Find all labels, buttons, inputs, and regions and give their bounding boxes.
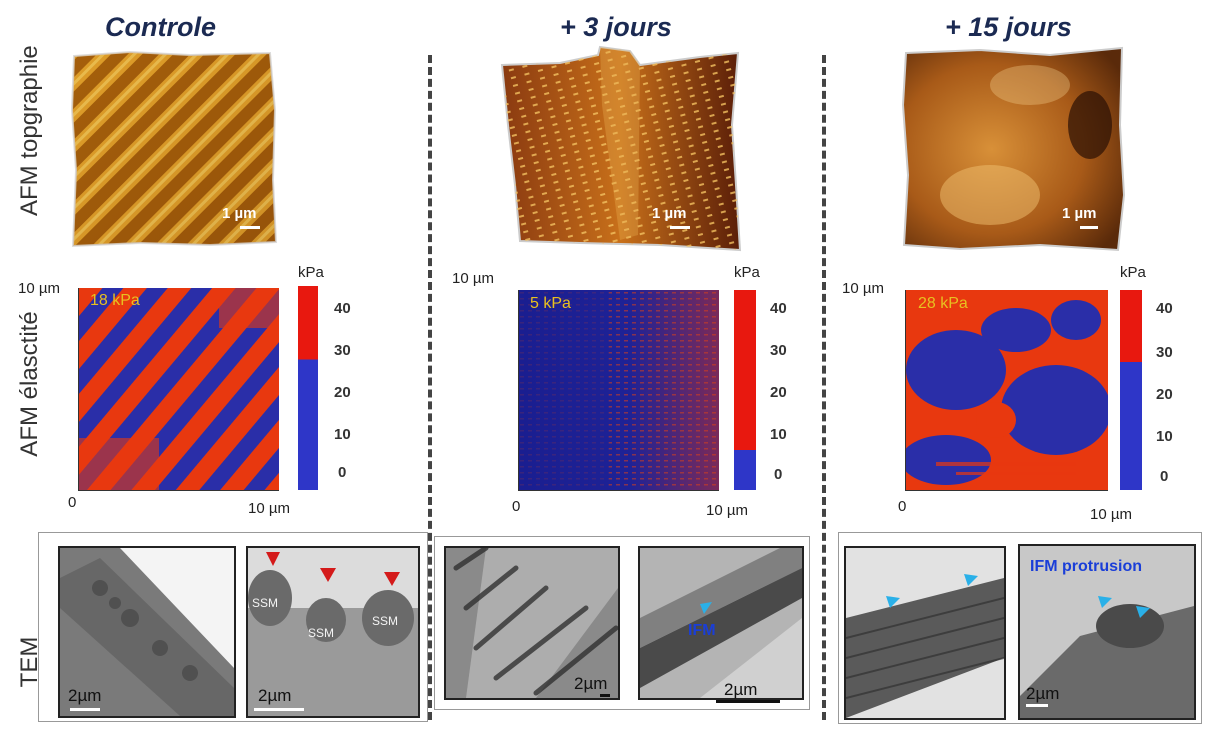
elasticity-axis-right-label: 10 µm bbox=[706, 502, 748, 519]
tem-scale-label: 2µm bbox=[258, 686, 292, 705]
tem-image-controle-ssm bbox=[246, 546, 420, 718]
tem-image-3-jours-ifm bbox=[638, 546, 804, 700]
column-divider bbox=[822, 55, 826, 720]
colorbar-tick: 10 bbox=[1156, 428, 1173, 445]
colorbar-tick: 20 bbox=[1156, 386, 1173, 403]
elasticity-axis-top-label: 10 µm bbox=[842, 280, 884, 297]
colorbar-tick: 30 bbox=[1156, 344, 1173, 361]
topo-scale-label-controle: 1 µm bbox=[222, 205, 257, 222]
tem-scalebar bbox=[1026, 704, 1048, 707]
colorbar-tick: 40 bbox=[770, 300, 787, 317]
colorbar-3-jours bbox=[734, 290, 756, 490]
colorbar-unit: kPa bbox=[1120, 264, 1146, 281]
ssm-label: SSM bbox=[252, 596, 279, 610]
afm-topography-controle bbox=[70, 50, 278, 248]
elasticity-axis-right-label: 10 µm bbox=[248, 500, 290, 517]
elasticity-map-3-jours bbox=[518, 290, 719, 491]
row-label-topography: AFM topgraphie bbox=[16, 45, 43, 216]
colorbar-controle bbox=[298, 286, 318, 490]
colorbar-tick: 0 bbox=[338, 464, 347, 481]
colorbar-unit: kPa bbox=[734, 264, 760, 281]
topo-scalebar bbox=[240, 226, 260, 229]
colorbar-tick: 10 bbox=[334, 426, 351, 443]
tem-scale-label: 2µm bbox=[724, 680, 758, 699]
topo-scale-label-15-jours: 1 µm bbox=[1062, 205, 1097, 222]
ifm-protrusion-label: IFM protrusion bbox=[1030, 558, 1142, 575]
tem-image-controle-overview bbox=[58, 546, 236, 718]
colorbar-tick: 0 bbox=[774, 466, 783, 483]
colorbar-tick: 30 bbox=[334, 342, 351, 359]
colorbar-tick: 40 bbox=[1156, 300, 1173, 317]
column-title-3-jours: + 3 jours bbox=[560, 12, 672, 42]
ssm-label: SSM bbox=[372, 614, 399, 628]
colorbar-tick: 40 bbox=[334, 300, 351, 317]
tem-scale-label: 2µm bbox=[68, 686, 102, 705]
colorbar-15-jours bbox=[1120, 290, 1142, 490]
colorbar-tick: 10 bbox=[770, 426, 787, 443]
colorbar-unit: kPa bbox=[298, 264, 324, 281]
column-divider bbox=[428, 55, 432, 720]
column-title-15-jours: + 15 jours bbox=[945, 12, 1072, 42]
topo-scalebar bbox=[670, 226, 690, 229]
tem-scalebar bbox=[254, 708, 304, 711]
tem-image-15-jours-overview bbox=[844, 546, 1006, 720]
topo-scale-label-3-jours: 1 µm bbox=[652, 205, 687, 222]
elasticity-value-3-jours: 5 kPa bbox=[530, 295, 571, 312]
column-title-controle: Controle bbox=[105, 12, 216, 42]
afm-topography-15-jours bbox=[900, 45, 1128, 255]
tem-image-15-jours-ifm bbox=[1018, 544, 1196, 720]
elasticity-axis-top-label: 10 µm bbox=[452, 270, 494, 287]
elasticity-axis-zero: 0 bbox=[898, 498, 907, 515]
elasticity-map-controle bbox=[78, 288, 279, 491]
tem-scalebar bbox=[716, 700, 780, 703]
elasticity-value-controle: 18 kPa bbox=[90, 292, 140, 309]
tem-scalebar bbox=[70, 708, 100, 711]
ifm-label: IFM bbox=[688, 622, 716, 639]
topo-scalebar bbox=[1080, 226, 1098, 229]
elasticity-axis-top-label: 10 µm bbox=[18, 280, 60, 297]
tem-scale-label: 2µm bbox=[574, 674, 608, 693]
tem-scale-label: 2µm bbox=[1026, 684, 1060, 703]
colorbar-tick: 20 bbox=[334, 384, 351, 401]
ssm-label: SSM bbox=[308, 626, 335, 640]
elasticity-axis-right-label: 10 µm bbox=[1090, 506, 1132, 523]
tem-scalebar bbox=[600, 694, 610, 697]
elasticity-map-15-jours bbox=[905, 290, 1108, 491]
elasticity-axis-zero: 0 bbox=[512, 498, 521, 515]
colorbar-tick: 0 bbox=[1160, 468, 1169, 485]
row-label-elasticity: AFM élasctité bbox=[16, 311, 43, 457]
afm-topography-3-jours bbox=[500, 45, 742, 255]
elasticity-axis-zero: 0 bbox=[68, 494, 77, 511]
elasticity-value-15-jours: 28 kPa bbox=[918, 295, 968, 312]
colorbar-tick: 30 bbox=[770, 342, 787, 359]
tem-image-3-jours-overview bbox=[444, 546, 620, 700]
colorbar-tick: 20 bbox=[770, 384, 787, 401]
